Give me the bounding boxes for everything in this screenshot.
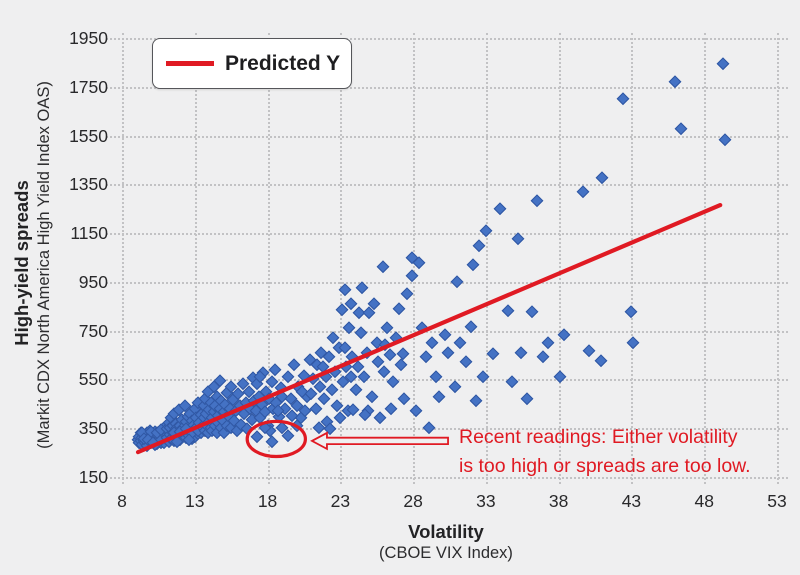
annotation-line-1: Recent readings: Either volatility	[459, 426, 738, 448]
x-tick-label: 48	[694, 491, 714, 511]
gridline-vertical	[340, 33, 343, 484]
x-tick-label: 18	[257, 491, 278, 511]
legend-line-swatch	[166, 61, 214, 66]
gridline-vertical	[267, 33, 270, 484]
x-tick-label: 53	[767, 491, 787, 511]
callout-ellipse	[245, 419, 307, 459]
x-tick-label: 33	[476, 491, 496, 511]
y-tick-label: 1750	[69, 76, 108, 97]
trendline-predicted-y	[135, 202, 723, 455]
legend-label: Predicted Y	[225, 51, 341, 75]
gridline-vertical	[194, 33, 197, 484]
x-axis-subtitle: (CBOE VIX Index)	[379, 544, 513, 562]
gridline-horizontal	[106, 428, 788, 431]
x-axis-title: Volatility	[408, 521, 484, 542]
gridline-vertical	[485, 33, 488, 484]
x-tick-label: 8	[117, 491, 127, 511]
gridline-vertical	[558, 33, 561, 484]
legend: Predicted Y	[152, 38, 352, 89]
gridline-horizontal	[106, 233, 788, 236]
y-tick-label: 950	[78, 271, 108, 292]
gridline-vertical	[704, 33, 707, 484]
gridline-vertical	[631, 33, 634, 484]
y-tick-label: 750	[78, 320, 108, 341]
y-tick-label: 1550	[69, 125, 108, 146]
annotation-line-2: is too high or spreads are too low.	[459, 454, 751, 477]
annotation-text: Recent readings: Either volatility is to…	[459, 423, 779, 480]
y-tick-label: 350	[78, 418, 108, 439]
gridline-horizontal	[106, 38, 788, 40]
y-tick-label: 1950	[69, 28, 108, 48]
x-tick-label: 23	[330, 491, 351, 511]
gridline-horizontal	[106, 184, 788, 187]
x-tick-label: 38	[548, 491, 569, 511]
gridline-horizontal	[106, 379, 788, 382]
gridline-horizontal	[106, 477, 788, 479]
gridline-vertical	[777, 33, 779, 484]
y-tick-label: 1150	[70, 223, 108, 244]
gridline-vertical	[122, 33, 124, 484]
gridline-horizontal	[106, 86, 788, 89]
x-tick-label: 43	[621, 491, 642, 511]
gridline-horizontal	[106, 135, 788, 138]
y-tick-label: 150	[78, 467, 108, 487]
x-tick-label: 13	[185, 491, 205, 511]
y-tick-label: 550	[78, 369, 108, 390]
gridline-horizontal	[106, 281, 788, 284]
callout-arrow-icon	[310, 431, 449, 451]
y-tick-label: 1350	[69, 174, 108, 195]
x-tick-label: 28	[403, 491, 423, 511]
